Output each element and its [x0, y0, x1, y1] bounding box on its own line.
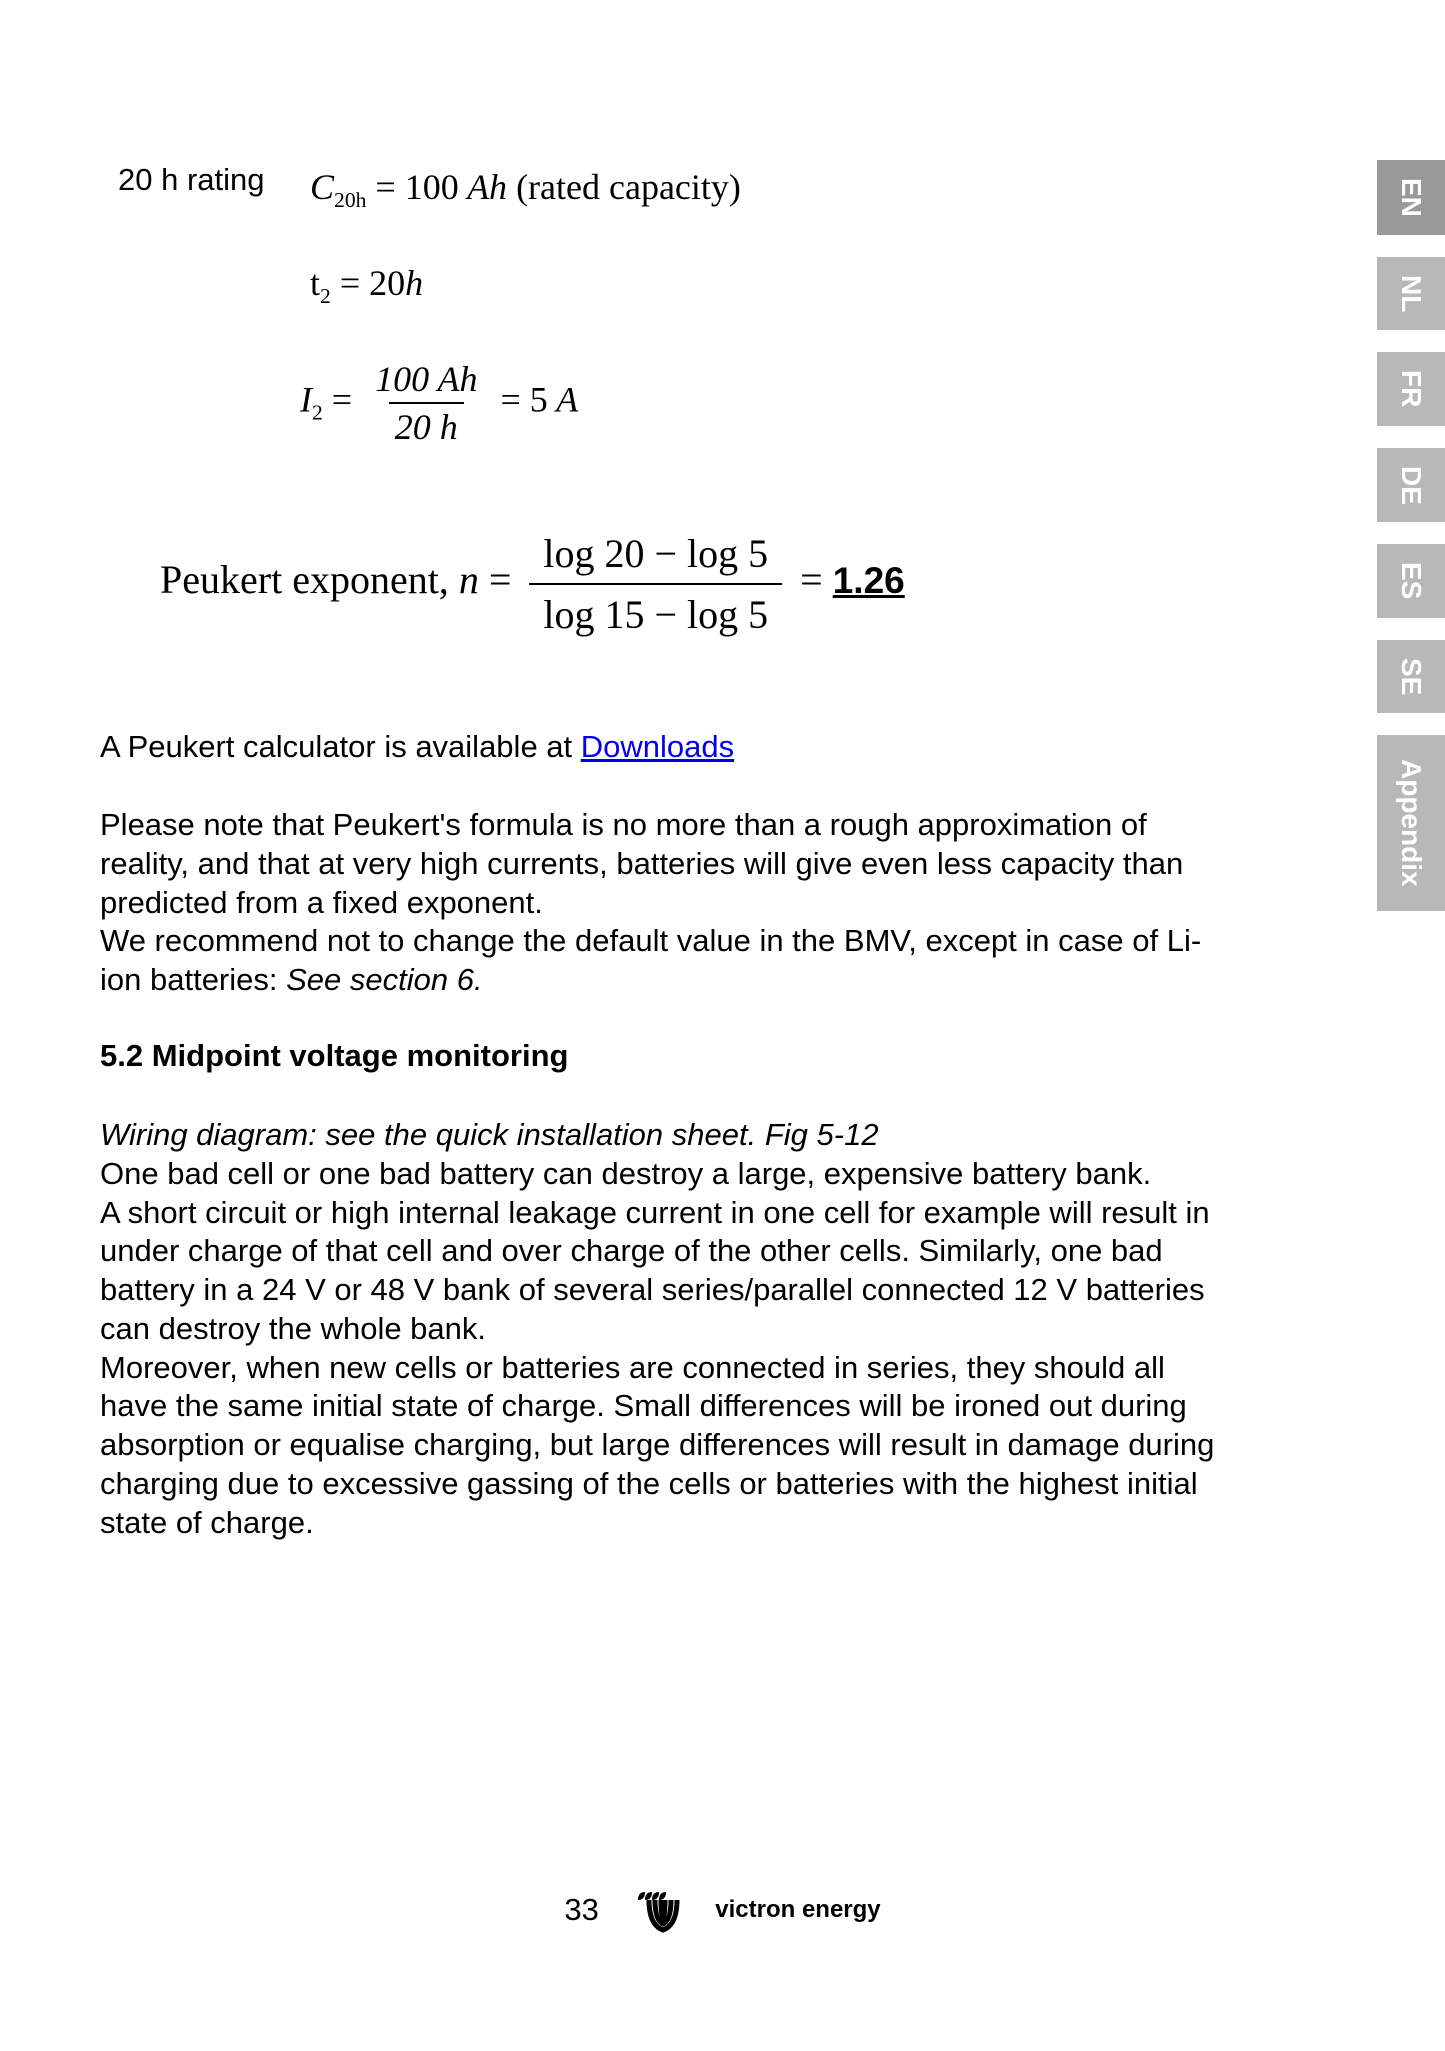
peukert-eq: = — [479, 557, 522, 602]
unit-i: A — [548, 379, 578, 419]
peukert-var: n — [459, 557, 479, 602]
section-body: Wiring diagram: see the quick installati… — [100, 1116, 1230, 1542]
unit-c: Ah — [459, 167, 507, 207]
eq-c: = 100 — [366, 167, 458, 207]
language-tabs: EN NL FR DE ES SE Appendix — [1377, 160, 1445, 933]
den-i: 20 h — [389, 402, 464, 448]
calculator-text: A Peukert calculator is available at — [100, 729, 581, 764]
lang-tab-de[interactable]: DE — [1377, 448, 1445, 523]
formula-time: t2 = 20h — [310, 262, 423, 309]
num-i: 100 Ah — [369, 358, 483, 402]
lang-tab-es[interactable]: ES — [1377, 544, 1445, 617]
peukert-den: log 15 − log 5 — [529, 583, 782, 638]
peukert-result-eq: = — [790, 557, 833, 602]
page-number: 33 — [564, 1892, 598, 1928]
brand-text: victron energy — [715, 1896, 880, 1924]
section-heading: 5.2 Midpoint voltage monitoring — [100, 1038, 568, 1074]
note-p2a: We recommend not to change the default v… — [100, 923, 1201, 997]
eq-i-post: = 5 — [491, 379, 547, 419]
lang-tab-nl[interactable]: NL — [1377, 257, 1445, 330]
rating-label: 20 h rating — [118, 162, 265, 198]
lang-tab-fr[interactable]: FR — [1377, 352, 1445, 425]
note-paragraph: Please note that Peukert's formula is no… — [100, 806, 1230, 1000]
formula-peukert: Peukert exponent, n = log 20 − log 5log … — [160, 530, 905, 638]
sub-t: 2 — [320, 284, 331, 308]
note-p1: Please note that Peukert's formula is no… — [100, 807, 1183, 920]
lang-tab-appendix[interactable]: Appendix — [1377, 735, 1445, 911]
eq-i-pre: = — [323, 379, 361, 419]
formula-capacity: C20h = 100 Ah (rated capacity) — [310, 166, 741, 213]
peukert-result: 1.26 — [833, 560, 905, 601]
sub-i: 2 — [312, 400, 323, 424]
unit-t: h — [405, 263, 423, 303]
peukert-label: Peukert exponent, — [160, 557, 459, 602]
note-p2b: See section 6. — [286, 962, 482, 997]
logo-icon — [633, 1880, 703, 1940]
eq-t: = 20 — [331, 263, 405, 303]
brand-logo: victron energy — [633, 1880, 880, 1940]
var-i: I — [300, 379, 312, 419]
peukert-num: log 20 − log 5 — [529, 530, 782, 583]
fraction-i: 100 Ah20 h — [369, 358, 483, 448]
lang-tab-se[interactable]: SE — [1377, 640, 1445, 713]
section-body-text: One bad cell or one bad battery can dest… — [100, 1156, 1214, 1540]
var-c: C — [310, 167, 334, 207]
fraction-peukert: log 20 − log 5log 15 − log 5 — [529, 530, 782, 638]
formula-current: I2 = 100 Ah20 h = 5 A — [300, 358, 578, 448]
note-c: (rated capacity) — [507, 167, 741, 207]
wiring-italic: Wiring diagram: see the quick installati… — [100, 1117, 879, 1152]
sub-c: 20h — [334, 188, 366, 212]
lang-tab-en[interactable]: EN — [1377, 160, 1445, 235]
page-footer: 33 victron energy — [0, 1880, 1445, 1940]
downloads-link[interactable]: Downloads — [581, 729, 734, 764]
calculator-paragraph: A Peukert calculator is available at Dow… — [100, 728, 1200, 767]
var-t: t — [310, 263, 320, 303]
